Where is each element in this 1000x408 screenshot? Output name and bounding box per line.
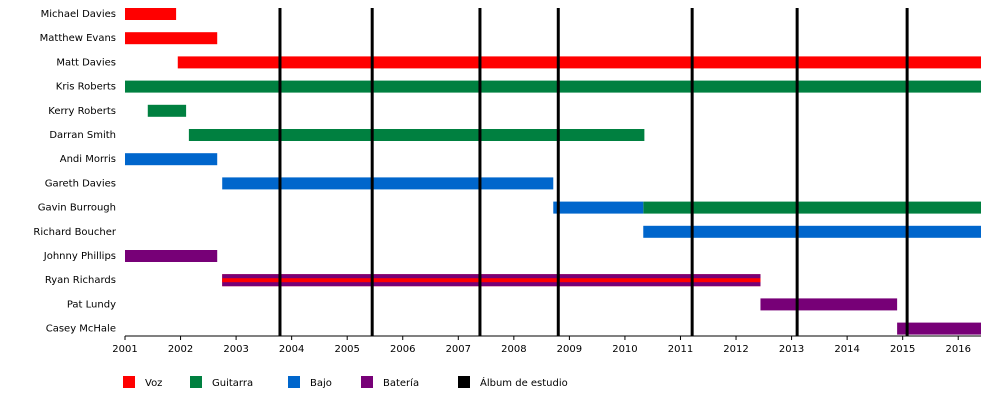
member-bar [897, 322, 981, 335]
legend-label: Guitarra [212, 378, 253, 389]
x-tick-label: 2012 [723, 344, 748, 355]
x-tick-label: 2001 [112, 344, 137, 355]
x-tick-label: 2005 [334, 344, 359, 355]
legend-swatch [288, 376, 300, 388]
member-bar [188, 129, 645, 141]
legend-label: Batería [383, 377, 419, 389]
member-bar [125, 80, 981, 93]
legend-swatch [190, 376, 202, 388]
x-tick-label: 2016 [945, 344, 970, 355]
member-label: Casey McHale [46, 324, 116, 335]
legend-swatch [361, 376, 373, 388]
member-label: Matt Davies [56, 57, 116, 68]
member-label: Kris Roberts [56, 82, 116, 93]
legend-label: Álbum de estudio [480, 376, 568, 389]
member-label: Johnny Phillips [43, 251, 116, 262]
legend-swatch [123, 376, 135, 388]
x-tick-label: 2002 [168, 344, 193, 355]
member-label: Richard Boucher [33, 227, 116, 238]
x-tick-label: 2013 [779, 344, 804, 355]
x-tick-label: 2014 [834, 344, 859, 355]
member-label: Ryan Richards [45, 275, 116, 286]
x-tick-label: 2008 [501, 344, 526, 355]
x-tick-label: 2015 [890, 344, 915, 355]
member-bar [125, 8, 177, 20]
member-bar [643, 225, 981, 238]
member-bar [147, 104, 187, 117]
legend-label: Bajo [310, 378, 332, 389]
member-label: Darran Smith [49, 130, 116, 141]
member-bar [553, 201, 644, 214]
member-bar [125, 250, 218, 262]
x-tick-label: 2007 [446, 344, 471, 355]
member-label: Kerry Roberts [48, 106, 116, 117]
x-tick-label: 2004 [279, 344, 304, 355]
member-bar [643, 201, 981, 214]
member-label: Gareth Davies [45, 178, 116, 189]
member-bar [125, 32, 218, 45]
x-tick-label: 2010 [612, 344, 637, 355]
x-tick-label: 2009 [557, 344, 582, 355]
member-label: Pat Lundy [67, 299, 116, 310]
member-bar [222, 177, 554, 190]
member-bar [177, 56, 981, 69]
member-label: Matthew Evans [40, 33, 116, 44]
member-bar [760, 298, 898, 311]
member-label: Gavin Burrough [38, 203, 116, 214]
member-label: Andi Morris [60, 154, 116, 165]
x-tick-label: 2011 [668, 344, 693, 355]
x-tick-label: 2003 [223, 344, 248, 355]
x-tick-label: 2006 [390, 344, 415, 355]
member-bar-stripe [222, 278, 761, 283]
member-label: Michael Davies [41, 9, 116, 20]
member-bar [125, 153, 218, 166]
legend-label: Voz [145, 378, 162, 389]
legend-swatch [458, 376, 470, 388]
